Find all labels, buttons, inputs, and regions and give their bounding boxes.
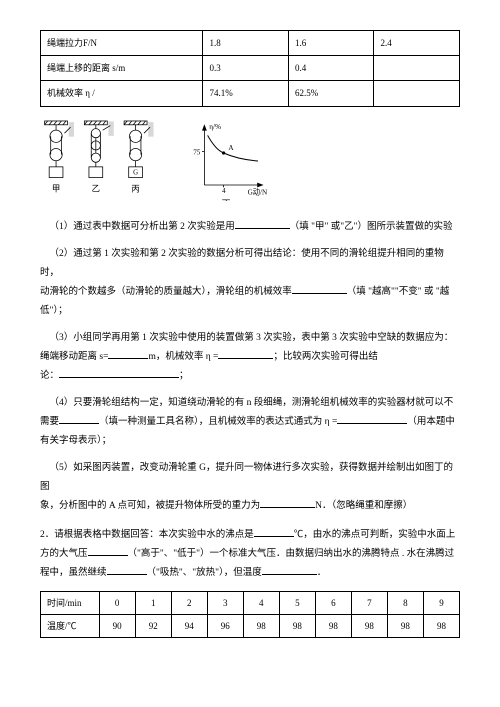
blank (254, 526, 294, 537)
text: （填一种测量工具名称），且机械效率的表达式通式为 η = (99, 417, 337, 427)
cell: 74.1% (203, 81, 289, 106)
cell: 62.5% (288, 81, 374, 106)
cell: 9 (423, 591, 459, 614)
text: （"吸热"、"放热"），但温度 (147, 568, 262, 578)
data-table-2: 时间/min 0 1 2 3 4 5 6 7 8 9 温度/℃ 90 92 94… (40, 591, 460, 638)
text: （4）只要滑轮组结构一定，知道绕动滑轮的有 n 段细绳，测滑轮组机械效率的实验器… (50, 398, 454, 408)
cell: 0.3 (203, 56, 289, 81)
cell: 2 (171, 591, 207, 614)
table-row: 时间/min 0 1 2 3 4 5 6 7 8 9 (41, 591, 460, 614)
label-ding: 丁 (222, 198, 231, 201)
text: 象，分析图中的 A 点可知，被提升物体所受的重力为 (40, 501, 260, 511)
cell: 1.8 (203, 31, 289, 56)
cell: 7 (351, 591, 387, 614)
text: （"高于"、"低于"）一个标准大气压．由数据归纳出水的沸腾特点 . 水在沸腾过 (128, 549, 455, 559)
q1-5: （5）如采图丙装置，改变动滑轮重 G，提升同一物体进行多次实验，获得数据并绘制出… (40, 459, 460, 516)
efficiency-chart: η/% 75 A 4 G动/N 丁 (190, 121, 270, 201)
table-row: 机械效率 η / 74.1% 62.5% (41, 81, 460, 106)
cell-label: 时间/min (41, 591, 100, 614)
cell (374, 81, 460, 106)
blank (108, 348, 148, 359)
cell: 1.6 (288, 31, 374, 56)
cell: 98 (351, 614, 387, 637)
text: （2）通过第 1 次实验和第 2 次实验的数据分析可得出结论：使用不同的滑轮组提… (40, 249, 444, 278)
q1-1: （1）通过表中数据可分析出第 2 次实验是用 （填 "甲" 或"乙"）图所示装置做… (40, 218, 460, 237)
cell: 5 (279, 591, 315, 614)
label-jia: 甲 (52, 184, 60, 193)
blank (59, 367, 179, 378)
text: 有关字母表示）； (40, 436, 111, 446)
cell: 98 (243, 614, 279, 637)
text: （填 "甲" 或"乙"）图所示装置做的实验 (290, 222, 453, 232)
svg-text:G: G (133, 169, 138, 176)
data-table-1: 绳端拉力F/N 1.8 1.6 2.4 绳端上移的距离 s/m 0.3 0.4 … (40, 30, 460, 107)
cell-label: 绳端上移的距离 s/m (41, 56, 203, 81)
text: m，机械效率 η = (148, 352, 218, 362)
cell-label: 温度/℃ (41, 614, 100, 637)
text: 绳端移动距离 s= (40, 352, 108, 362)
cell: 6 (315, 591, 351, 614)
table-row: 绳端拉力F/N 1.8 1.6 2.4 (41, 31, 460, 56)
cell: 94 (171, 614, 207, 637)
cell: 92 (135, 614, 171, 637)
cell-label: 绳端拉力F/N (41, 31, 203, 56)
blank (235, 218, 290, 229)
text: 程中，虽然继续 (40, 568, 107, 578)
text: 动滑轮的个数越多（动滑轮的质量越大），滑轮组的机械效率 (40, 287, 292, 297)
cell (374, 56, 460, 81)
chart-xlabel: G动/N (248, 188, 268, 197)
blank (218, 348, 273, 359)
cell: 90 (99, 614, 135, 637)
text: （1）通过表中数据可分析出第 2 次实验是用 (50, 222, 235, 232)
text: 2．请根据表格中数据回答：本次实验中水的沸点是 (40, 530, 254, 540)
text: 方的大气压 (40, 549, 88, 559)
figure-row: 甲 乙 (40, 119, 460, 204)
cell: 3 (207, 591, 243, 614)
blank (59, 413, 99, 424)
cell-label: 机械效率 η / (41, 81, 203, 106)
text: （5）如采图丙装置，改变动滑轮重 G，提升同一物体进行多次实验，获得数据并绘制出… (40, 463, 453, 492)
cell: 98 (387, 614, 423, 637)
text: ℃，由水的沸点可判断，实验中水面上 (294, 530, 456, 540)
cell: 98 (315, 614, 351, 637)
cell: 96 (207, 614, 243, 637)
blank (292, 283, 347, 294)
chart-xtick: 4 (222, 187, 226, 195)
chart-point-label: A (228, 144, 234, 152)
q1-2: （2）通过第 1 次实验和第 2 次实验的数据分析可得出结论：使用不同的滑轮组提… (40, 245, 460, 321)
cell: 1 (135, 591, 171, 614)
label-bing: 丙 (131, 184, 139, 193)
q2: 2．请根据表格中数据回答：本次实验中水的沸点是 ℃，由水的沸点可判断，实验中水面上… (40, 526, 460, 583)
text: （用本题中 (407, 417, 455, 427)
text: 论： (40, 371, 59, 381)
table-row: 绳端上移的距离 s/m 0.3 0.4 (41, 56, 460, 81)
chart-ytick: 75 (193, 149, 201, 157)
blank (337, 413, 407, 424)
label-yi: 乙 (92, 184, 100, 193)
text: ；比较两次实验可得出结 (273, 352, 378, 362)
q1-3: （3）小组同学再用第 1 次实验中使用的装置做第 3 次实验，表中第 3 次实验… (40, 329, 460, 386)
pulley-diagram: 甲 乙 (40, 119, 170, 204)
text: 需要 (40, 417, 59, 427)
blank (107, 564, 147, 575)
q1-4: （4）只要滑轮组结构一定，知道绕动滑轮的有 n 段细绳，测滑轮组机械效率的实验器… (40, 394, 460, 451)
blank (88, 545, 128, 556)
cell: 0 (99, 591, 135, 614)
cell: 4 (243, 591, 279, 614)
cell: 98 (423, 614, 459, 637)
cell: 2.4 (374, 31, 460, 56)
cell: 0.4 (288, 56, 374, 81)
table-row: 温度/℃ 90 92 94 96 98 98 98 98 98 98 (41, 614, 460, 637)
cell: 98 (279, 614, 315, 637)
text: N．（忽略绳重和摩擦） (315, 501, 412, 511)
blank (262, 564, 317, 575)
chart-ylabel: η/% (209, 123, 221, 131)
blank (260, 497, 315, 508)
text: （3）小组同学再用第 1 次实验中使用的装置做第 3 次实验，表中第 3 次实验… (50, 333, 454, 343)
cell: 8 (387, 591, 423, 614)
